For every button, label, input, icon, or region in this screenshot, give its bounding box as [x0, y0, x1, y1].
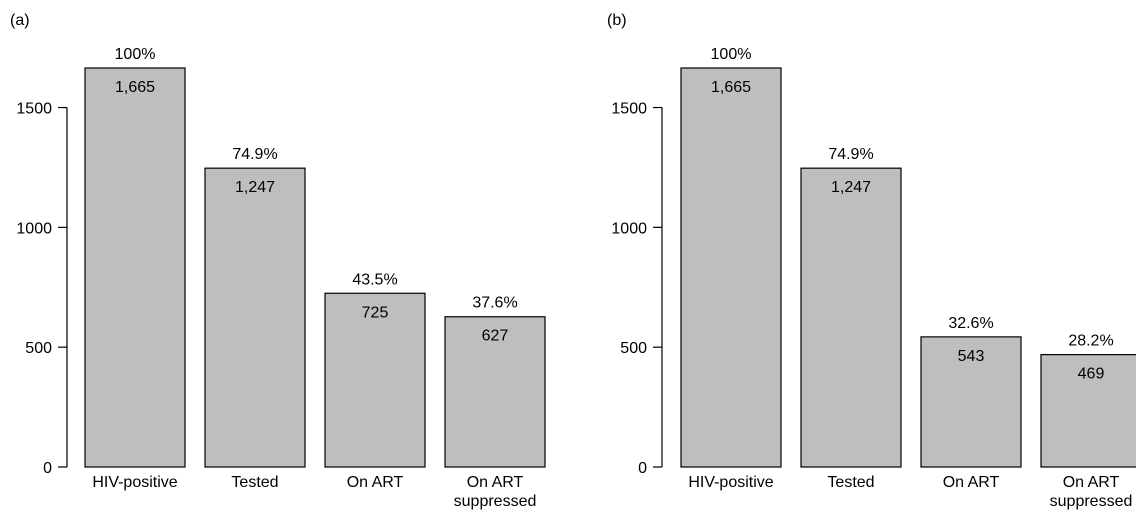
bar [204, 167, 306, 468]
x-tick-label: On ART [467, 474, 524, 491]
percent-label: 100% [711, 46, 752, 63]
x-tick-label: On ART [943, 474, 1000, 491]
y-tick-label: 1500 [611, 101, 647, 118]
y-tick-label: 1000 [611, 220, 647, 237]
panel-a: (a) 0 500 1000 1500 100% 1,665 HIV-positive 74.9… [10, 12, 546, 510]
percent-label: 28.2% [1068, 333, 1113, 350]
bar [444, 316, 546, 468]
value-label: 543 [958, 348, 985, 365]
value-label: 627 [482, 328, 509, 345]
value-label: 1,247 [831, 179, 871, 196]
x-tick-label: On ART [1063, 474, 1120, 491]
y-tick-label: 500 [25, 340, 52, 357]
value-label: 725 [362, 304, 389, 321]
y-tick-label: 0 [638, 460, 647, 477]
x-tick-label: Tested [231, 474, 278, 491]
value-label: 469 [1078, 366, 1105, 383]
x-tick-label: suppressed [454, 493, 537, 510]
x-tick-label: suppressed [1050, 493, 1133, 510]
percent-label: 100% [115, 46, 156, 63]
bar [324, 292, 426, 468]
bar [1040, 354, 1136, 468]
panel-label: (b) [607, 12, 627, 29]
value-label: 1,247 [235, 179, 275, 196]
x-tick-label: On ART [347, 474, 404, 491]
value-label: 1,665 [115, 79, 155, 96]
y-tick-label: 500 [620, 340, 647, 357]
bar [680, 67, 782, 468]
percent-label: 32.6% [948, 315, 993, 332]
x-tick-label: HIV-positive [688, 474, 773, 491]
y-tick-label: 1000 [16, 220, 52, 237]
panel-label: (a) [10, 12, 30, 29]
percent-label: 43.5% [352, 271, 397, 288]
bar [84, 67, 186, 468]
panel-b: (b) 0 500 1000 1500 100% 1,665 HIV-positive 74.9… [607, 12, 1136, 510]
bar [800, 167, 902, 468]
percent-label: 37.6% [472, 295, 517, 312]
bar [920, 336, 1022, 468]
x-tick-label: HIV-positive [92, 474, 177, 491]
y-tick-label: 0 [43, 460, 52, 477]
y-tick-label: 1500 [16, 101, 52, 118]
value-label: 1,665 [711, 79, 751, 96]
percent-label: 74.9% [828, 146, 873, 163]
percent-label: 74.9% [232, 146, 277, 163]
x-tick-label: Tested [827, 474, 874, 491]
